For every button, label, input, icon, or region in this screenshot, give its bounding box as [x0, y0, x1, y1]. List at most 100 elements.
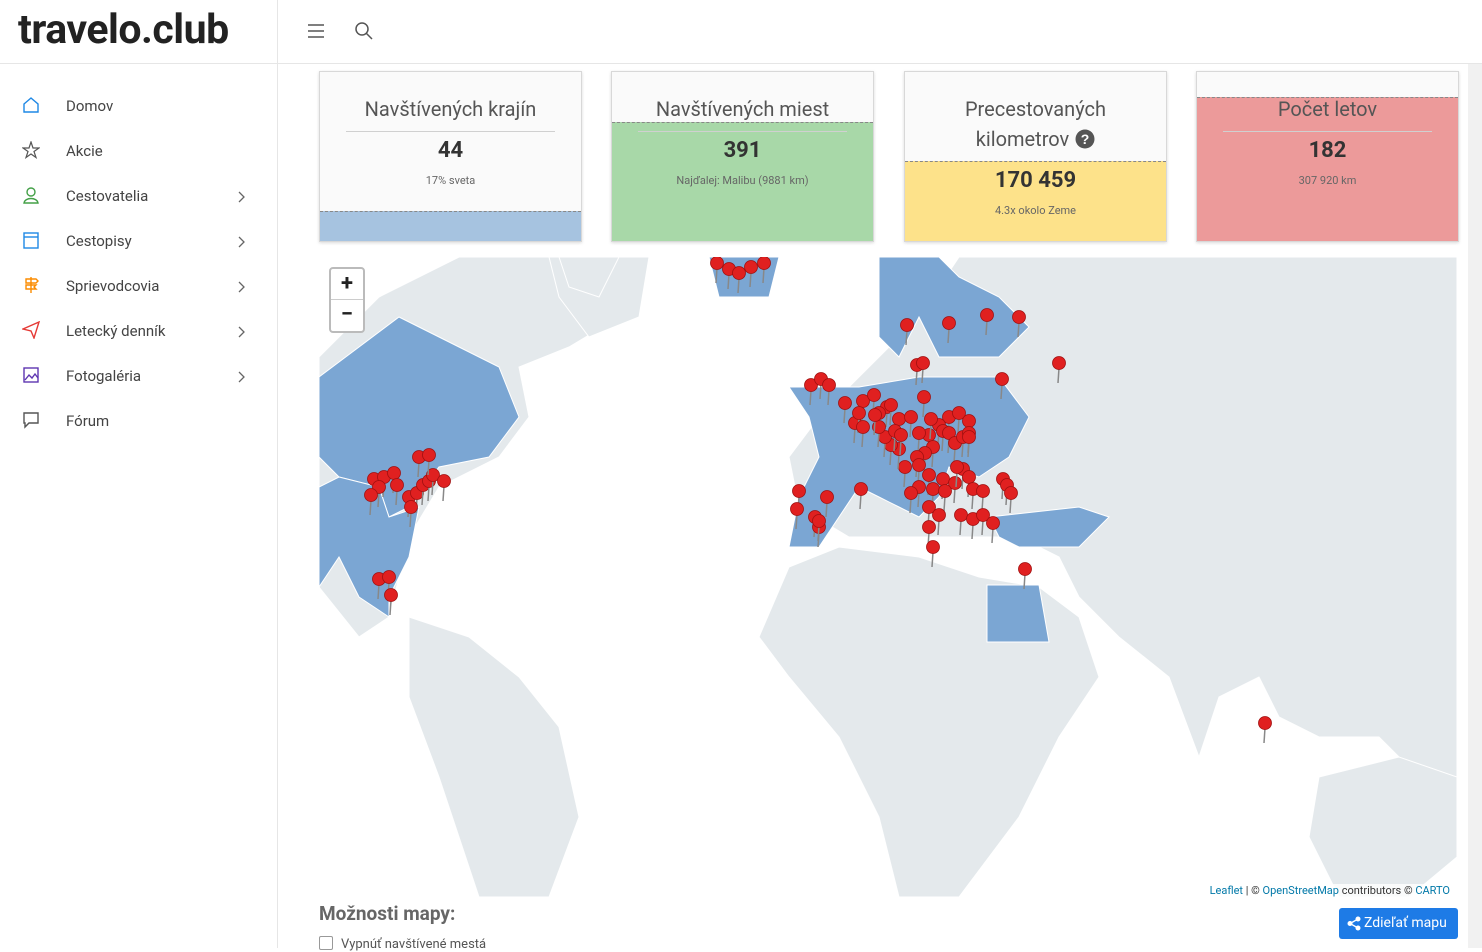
pin[interactable] [732, 266, 746, 280]
nav-item[interactable]: Cestopisy [0, 219, 277, 264]
pin[interactable] [916, 356, 930, 370]
pin[interactable] [812, 514, 826, 528]
pin[interactable] [1018, 562, 1032, 576]
pin[interactable] [838, 396, 852, 410]
pin[interactable] [898, 460, 912, 474]
card-sub: 4.3x okolo Zeme [994, 204, 1077, 217]
pin-stem [395, 489, 398, 506]
pin[interactable] [904, 410, 918, 424]
pin[interactable] [382, 570, 396, 584]
pin[interactable] [926, 482, 940, 496]
pin[interactable] [995, 372, 1009, 386]
pin[interactable] [426, 468, 440, 482]
pin[interactable] [422, 448, 436, 462]
pin[interactable] [390, 478, 404, 492]
link[interactable]: Leaflet [1209, 884, 1243, 897]
pin[interactable] [922, 520, 936, 534]
pin[interactable] [976, 484, 990, 498]
menu-icon[interactable] [307, 22, 327, 40]
search-icon[interactable] [354, 21, 374, 41]
pin[interactable] [900, 318, 914, 332]
pin-stem [929, 423, 932, 440]
pin[interactable] [962, 470, 976, 484]
pin[interactable] [1258, 716, 1272, 730]
pin[interactable] [924, 412, 938, 426]
nav-item[interactable]: Domov [0, 84, 277, 129]
pin-stem [431, 479, 434, 496]
pin[interactable] [804, 378, 818, 392]
pin[interactable] [912, 458, 926, 472]
nav-item[interactable]: Fórum [0, 399, 277, 444]
pin[interactable] [952, 406, 966, 420]
pin[interactable] [1012, 310, 1026, 324]
pin-stem [873, 419, 876, 436]
logo[interactable]: travelo.club [18, 6, 229, 54]
pin[interactable] [942, 316, 956, 330]
pin[interactable] [938, 484, 952, 498]
zoom-out[interactable]: − [340, 302, 354, 327]
checkbox-label: Vypnúť navštívené mestá [341, 937, 487, 952]
pin[interactable] [852, 406, 866, 420]
pin[interactable] [922, 468, 936, 482]
pin[interactable] [384, 588, 398, 602]
pin[interactable] [962, 414, 976, 428]
pin-stem [953, 447, 956, 464]
nav-item[interactable]: Cestovatelia [0, 174, 277, 219]
pin[interactable] [757, 257, 771, 270]
pin[interactable] [792, 484, 806, 498]
pin[interactable] [387, 466, 401, 480]
pin-stem [427, 459, 430, 476]
map[interactable] [319, 257, 1457, 897]
pin-stem [967, 441, 970, 458]
pin[interactable] [868, 408, 882, 422]
nav-label: Sprievodcovia [66, 277, 160, 295]
pin[interactable] [980, 308, 994, 322]
pin[interactable] [948, 476, 962, 490]
help-icon[interactable]: ? [1075, 129, 1095, 149]
nav-item[interactable]: Letecký denník [0, 309, 277, 354]
pin[interactable] [884, 398, 898, 412]
pin[interactable] [917, 390, 931, 404]
pin[interactable] [744, 260, 758, 274]
pin[interactable] [912, 426, 926, 440]
zoom-in[interactable]: + [331, 269, 363, 300]
pin[interactable] [932, 508, 946, 522]
card-sub: 307 920 km [1298, 174, 1357, 187]
link[interactable]: OpenStreetMap [1262, 884, 1339, 897]
pin[interactable] [894, 428, 908, 442]
pin[interactable] [922, 500, 936, 514]
pin[interactable] [1004, 486, 1018, 500]
link[interactable]: CARTO [1415, 884, 1450, 897]
pin[interactable] [926, 540, 940, 554]
pin[interactable] [856, 420, 870, 434]
pin[interactable] [867, 388, 881, 402]
nav-item[interactable]: Sprievodcovia [0, 264, 277, 309]
pin[interactable] [710, 257, 724, 270]
pin-stem [971, 523, 974, 540]
pin[interactable] [1052, 356, 1066, 370]
pin[interactable] [962, 430, 976, 444]
pin[interactable] [904, 486, 918, 500]
pin[interactable] [820, 490, 834, 504]
share-button[interactable]: Zdieľať mapu [1339, 908, 1458, 939]
nav-item[interactable]: Fotogaléria [0, 354, 277, 399]
pin[interactable] [954, 508, 968, 522]
pin[interactable] [790, 502, 804, 516]
checkbox[interactable]: Vypnúť navštívené mestá [319, 936, 486, 952]
pin[interactable] [437, 474, 451, 488]
card-title-text: Navštívených krajín [364, 97, 537, 121]
pin[interactable] [976, 508, 990, 522]
pin[interactable] [364, 488, 378, 502]
pin[interactable] [854, 482, 868, 496]
pin[interactable] [404, 500, 418, 514]
card-value: 182 [1308, 138, 1347, 163]
map-canvas [319, 257, 1457, 897]
pin[interactable] [892, 412, 906, 426]
pin[interactable] [942, 426, 956, 440]
pin[interactable] [936, 472, 950, 486]
pin[interactable] [822, 378, 836, 392]
pin[interactable] [986, 516, 1000, 530]
pin[interactable] [950, 460, 964, 474]
scrollbar[interactable] [1468, 64, 1482, 948]
nav-item[interactable]: Akcie [0, 129, 277, 174]
